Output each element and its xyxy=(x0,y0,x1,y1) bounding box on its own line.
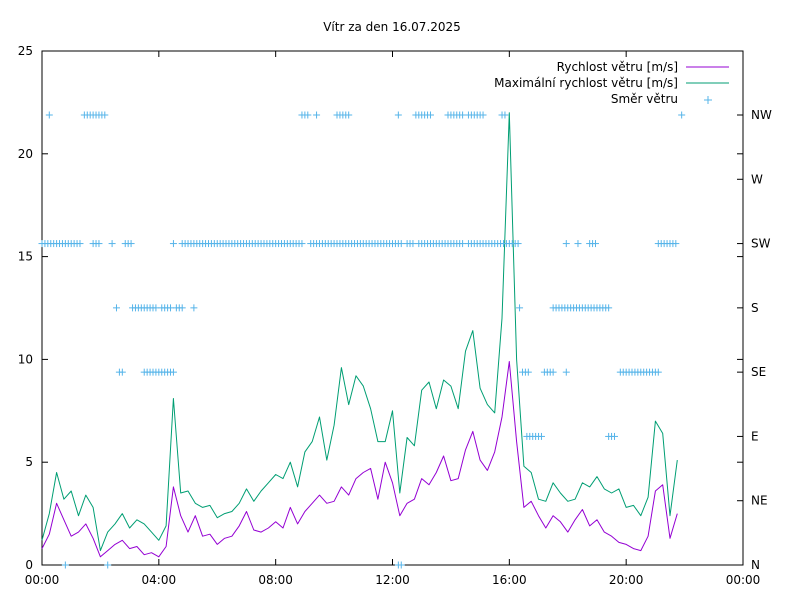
direction-point xyxy=(672,240,680,248)
y-tick-label: 5 xyxy=(25,455,33,469)
direction-point xyxy=(127,240,135,248)
direction-point xyxy=(549,368,557,376)
y-tick-label: 10 xyxy=(18,352,33,366)
legend-label-speed: Rychlost větru [m/s] xyxy=(557,60,678,74)
direction-point xyxy=(562,240,570,248)
x-axis-ticks: 00:00 04:00 08:00 12:00 16:00 20:00 00:00 xyxy=(25,51,761,587)
direction-point xyxy=(118,368,126,376)
y-tick-label: 25 xyxy=(18,44,33,58)
direction-point xyxy=(501,111,509,119)
direction-point xyxy=(313,111,321,119)
chart-title: Vítr za den 16.07.2025 xyxy=(323,20,461,34)
y2-tick-label: SW xyxy=(751,237,771,251)
direction-point xyxy=(112,304,120,312)
y-tick-label: 20 xyxy=(18,147,33,161)
direction-point xyxy=(61,561,69,569)
direction-point xyxy=(574,240,582,248)
legend: Rychlost větru [m/s] Maximální rychlost … xyxy=(494,60,729,106)
direction-point xyxy=(459,111,467,119)
legend-label-direction: Směr větru xyxy=(611,92,678,106)
y2-tick-label: N xyxy=(751,558,760,572)
direction-point xyxy=(537,432,545,440)
direction-point xyxy=(605,304,613,312)
y2-tick-label: E xyxy=(751,429,759,443)
direction-point xyxy=(409,240,417,248)
legend-label-max-speed: Maximální rychlost větru [m/s] xyxy=(494,76,678,90)
x-tick-label: 00:00 xyxy=(726,573,761,587)
direction-point xyxy=(479,111,487,119)
direction-point xyxy=(426,111,434,119)
direction-point xyxy=(104,561,112,569)
y-axis-ticks: 0 5 10 15 20 25 xyxy=(18,44,743,572)
direction-point xyxy=(167,304,175,312)
x-tick-label: 16:00 xyxy=(492,573,527,587)
direction-point xyxy=(152,304,160,312)
y-tick-label: 0 xyxy=(25,558,33,572)
direction-point xyxy=(516,304,524,312)
direction-point xyxy=(524,368,532,376)
x-tick-label: 04:00 xyxy=(142,573,177,587)
direction-point xyxy=(394,111,402,119)
direction-point xyxy=(304,111,312,119)
series-line-speed xyxy=(41,361,678,558)
x-tick-label: 20:00 xyxy=(609,573,644,587)
direction-point xyxy=(169,240,177,248)
direction-point xyxy=(178,304,186,312)
x-tick-label: 08:00 xyxy=(258,573,293,587)
direction-point xyxy=(397,240,405,248)
y2-tick-label: NE xyxy=(751,494,768,508)
direction-point xyxy=(654,368,662,376)
direction-point xyxy=(345,111,353,119)
y2-axis-ticks: N NE E SE S SW W NW xyxy=(737,108,772,572)
direction-point xyxy=(169,368,177,376)
direction-point xyxy=(76,240,84,248)
direction-points-layer xyxy=(38,111,686,569)
y2-tick-label: SE xyxy=(751,365,766,379)
direction-point xyxy=(95,240,103,248)
direction-point xyxy=(610,432,618,440)
direction-point xyxy=(678,111,686,119)
y2-tick-label: S xyxy=(751,301,759,315)
direction-point xyxy=(190,304,198,312)
legend-marker-direction xyxy=(704,96,712,104)
direction-point xyxy=(562,368,570,376)
y2-tick-label: W xyxy=(751,172,763,186)
direction-point xyxy=(459,240,467,248)
direction-point xyxy=(591,240,599,248)
x-tick-label: 00:00 xyxy=(25,573,60,587)
direction-point xyxy=(298,240,306,248)
y-tick-label: 15 xyxy=(18,250,33,264)
direction-point xyxy=(101,111,109,119)
series-layer xyxy=(41,112,678,558)
y2-tick-label: NW xyxy=(751,108,772,122)
direction-point xyxy=(397,561,405,569)
direction-point xyxy=(514,240,522,248)
series-line-max-speed xyxy=(41,112,678,552)
direction-point xyxy=(108,240,116,248)
x-tick-label: 12:00 xyxy=(375,573,410,587)
direction-point xyxy=(45,111,53,119)
